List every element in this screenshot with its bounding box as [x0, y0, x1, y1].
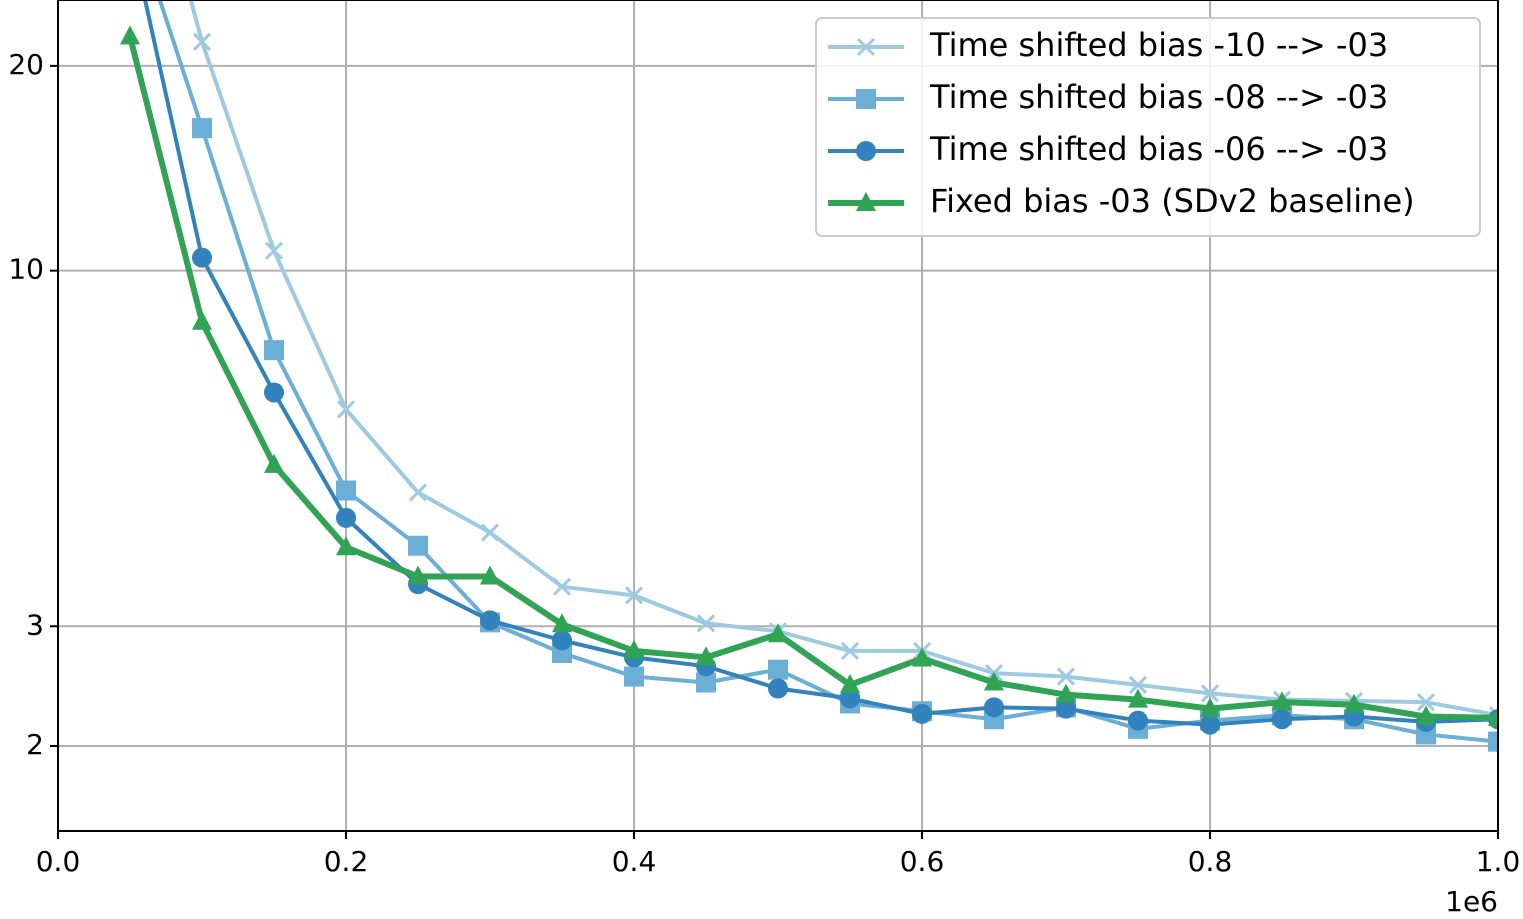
y-tick-label: 20	[8, 48, 44, 81]
data-point	[1344, 693, 1364, 713]
data-point	[624, 639, 644, 659]
data-point	[336, 536, 356, 556]
data-point	[984, 671, 1004, 691]
data-point	[192, 247, 212, 268]
data-point	[912, 647, 932, 667]
data-point	[1128, 675, 1148, 694]
data-point	[336, 480, 356, 501]
x-tick-label: 0.8	[1188, 845, 1233, 878]
legend-box	[815, 17, 1481, 237]
x-tick-label: 0.0	[36, 845, 81, 878]
data-point	[408, 535, 428, 556]
data-point	[480, 565, 500, 585]
data-point	[1416, 693, 1436, 712]
x-offset-label: 1e6	[1445, 885, 1498, 918]
data-point	[192, 32, 212, 51]
data-point	[1056, 667, 1076, 686]
series-line	[188, 0, 1498, 718]
data-point	[1128, 710, 1148, 731]
data-point	[480, 523, 500, 542]
data-point	[1272, 709, 1292, 730]
legend-label: Time shifted bias -06 --> -03	[929, 130, 1388, 168]
legend-label: Fixed bias -03 (SDv2 baseline)	[930, 182, 1415, 220]
data-point	[1056, 683, 1076, 703]
data-point	[768, 659, 788, 680]
data-point	[552, 613, 572, 633]
legend-marker	[856, 192, 876, 211]
data-point	[624, 666, 644, 687]
y-tick-label: 2	[26, 728, 44, 761]
legend-marker	[856, 141, 876, 161]
legend-label: Time shifted bias -10 --> -03	[929, 26, 1388, 64]
data-point	[1416, 705, 1436, 725]
data-point	[768, 623, 788, 643]
legend: Time shifted bias -10 --> -03 Time shifte…	[815, 17, 1481, 237]
data-point	[1272, 691, 1292, 711]
data-point	[696, 614, 716, 633]
series-line	[157, 0, 1498, 744]
data-point	[408, 483, 428, 502]
data-point	[336, 400, 356, 419]
plot-frame	[57, 0, 1499, 832]
data-point	[120, 25, 140, 45]
data-point	[768, 678, 788, 699]
y-tick-label: 10	[8, 253, 44, 286]
series-line	[143, 0, 1498, 727]
data-point	[480, 610, 500, 631]
data-point	[1488, 731, 1498, 752]
data-point	[408, 565, 428, 585]
data-point	[264, 382, 284, 403]
data-point	[552, 577, 572, 596]
data-point	[840, 641, 860, 660]
data-point	[840, 673, 860, 693]
data-point	[1128, 688, 1148, 708]
data-point	[1488, 706, 1498, 726]
data-point	[984, 697, 1004, 718]
data-point	[696, 646, 716, 666]
x-tick-label: 0.4	[612, 845, 657, 878]
data-point	[264, 453, 284, 473]
x-tick-label: 1.0	[1476, 845, 1521, 878]
data-point	[912, 703, 932, 724]
legend-marker	[856, 89, 876, 109]
legend-marker	[856, 37, 876, 57]
data-point	[1056, 698, 1076, 719]
data-point	[264, 340, 284, 361]
y-tick-label: 3	[26, 608, 44, 641]
data-point	[192, 118, 212, 139]
data-point	[336, 507, 356, 528]
x-tick-label: 0.6	[900, 845, 945, 878]
data-point	[1200, 714, 1220, 735]
data-point	[192, 310, 212, 330]
plot-area	[120, 0, 1498, 752]
data-point	[840, 688, 860, 709]
legend-label: Time shifted bias -08 --> -03	[929, 78, 1388, 116]
data-point	[264, 241, 284, 260]
data-point	[1200, 697, 1220, 717]
data-point	[1200, 684, 1220, 703]
series-line	[127, 35, 1498, 721]
data-point	[552, 630, 572, 651]
x-tick-label: 0.2	[324, 845, 369, 878]
data-point	[696, 672, 716, 693]
data-point	[624, 586, 644, 605]
